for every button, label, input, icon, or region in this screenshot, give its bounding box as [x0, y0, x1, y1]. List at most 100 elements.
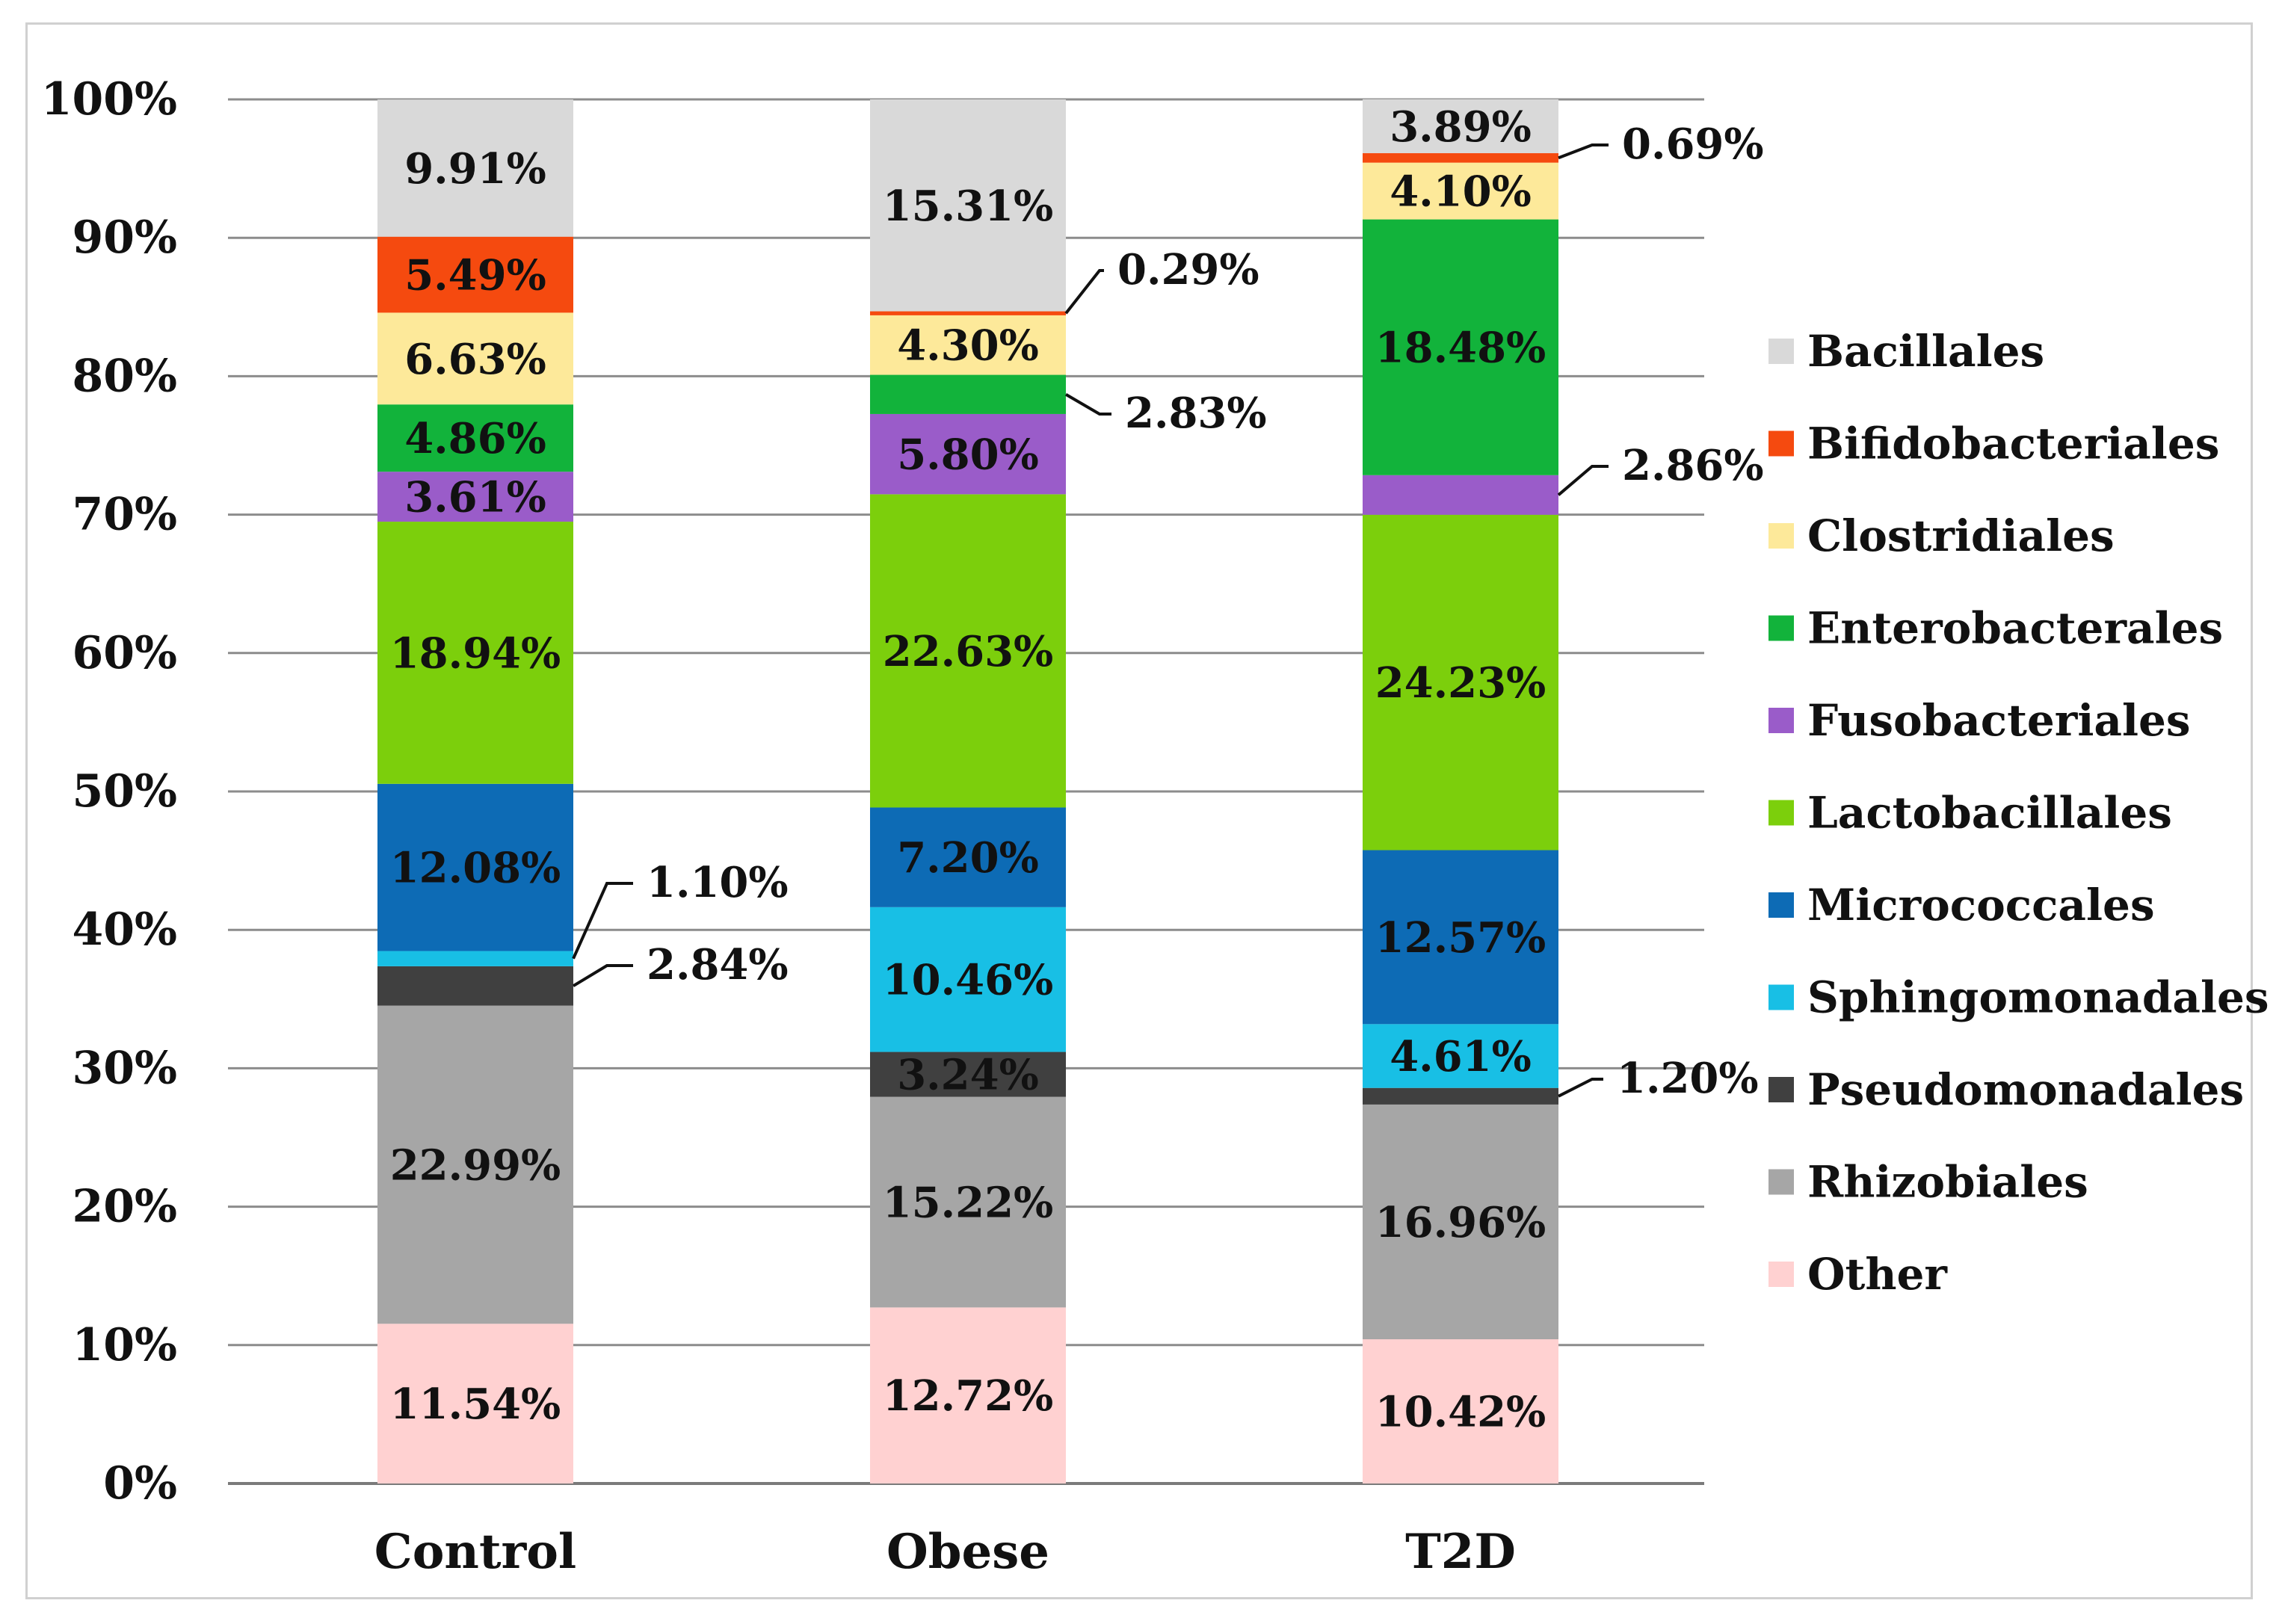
- callout-leader-line: [1064, 393, 1111, 416]
- legend-swatch-rhizobiales: [1768, 1169, 1794, 1195]
- bar-segment-other-t2d: [1363, 1339, 1558, 1483]
- y-tick-label: 30%: [72, 1042, 177, 1094]
- data-label-clostridiales-obese: 4.30%: [897, 321, 1039, 371]
- bar-segment-lactobacillales-control: [377, 522, 573, 784]
- x-tick-label-control: Control: [374, 1524, 576, 1580]
- legend-label-lactobacillales: Lactobacillales: [1807, 788, 2172, 839]
- bar-segment-clostridiales-obese: [870, 315, 1066, 375]
- legend-label-sphingomonadales: Sphingomonadales: [1807, 972, 2269, 1023]
- data-label-lactobacillales-control: 18.94%: [390, 629, 561, 678]
- callout-leader-line: [1558, 143, 1609, 160]
- bar-segment-enterobacterales-obese: [870, 374, 1066, 414]
- bar-segment-enterobacterales-control: [377, 404, 573, 472]
- data-label-fusobacteriales-t2d: 2.86%: [1622, 441, 1764, 490]
- bar-segment-fusobacteriales-obese: [870, 413, 1066, 495]
- data-label-other-control: 11.54%: [390, 1380, 561, 1429]
- callout-leader-line: [1064, 269, 1104, 315]
- bar-segment-pseudomonadales-control: [377, 966, 573, 1006]
- data-label-enterobacterales-t2d: 18.48%: [1375, 324, 1546, 373]
- data-label-pseudomonadales-control: 2.84%: [647, 940, 789, 989]
- data-label-bifidobacteriales-obese: 0.29%: [1117, 245, 1259, 294]
- callout-leader-line: [1558, 1078, 1603, 1098]
- data-label-enterobacterales-control: 4.86%: [404, 414, 546, 463]
- legend-swatch-fusobacteriales: [1768, 708, 1794, 733]
- data-label-bacillales-t2d: 3.89%: [1390, 102, 1532, 152]
- legend-swatch-enterobacterales: [1768, 615, 1794, 641]
- data-label-micrococcales-control: 12.08%: [390, 844, 561, 893]
- data-label-sphingomonadales-control: 1.10%: [647, 858, 789, 907]
- data-label-micrococcales-t2d: 12.57%: [1375, 913, 1546, 963]
- callout-leader-line: [1557, 465, 1609, 496]
- data-label-bacillales-control: 9.91%: [404, 144, 546, 194]
- bar-segment-other-control: [377, 1324, 573, 1483]
- data-label-fusobacteriales-obese: 5.80%: [897, 430, 1039, 480]
- bar-segment-bifidobacteriales-control: [377, 236, 573, 313]
- legend-label-enterobacterales: Enterobacterales: [1807, 603, 2223, 654]
- y-tick-label: 70%: [72, 489, 177, 541]
- legend-swatch-pseudomonadales: [1768, 1077, 1794, 1102]
- legend-label-micrococcales: Micrococcales: [1807, 880, 2155, 930]
- bar-segment-bifidobacteriales-t2d: [1363, 152, 1558, 163]
- data-label-pseudomonadales-t2d: 1.20%: [1617, 1054, 1759, 1103]
- legend-label-other: Other: [1807, 1249, 1948, 1300]
- bar-segment-sphingomonadales-obese: [870, 907, 1066, 1052]
- legend-label-fusobacteriales: Fusobacteriales: [1807, 695, 2191, 746]
- bar-segment-micrococcales-control: [377, 783, 573, 951]
- y-tick-label: 10%: [72, 1319, 177, 1371]
- legend-swatch-other: [1768, 1262, 1794, 1287]
- legend-label-clostridiales: Clostridiales: [1807, 510, 2115, 561]
- bar-segment-bacillales-control: [377, 99, 573, 237]
- x-tick-label-obese: Obese: [886, 1524, 1049, 1580]
- bar-segment-clostridiales-control: [377, 312, 573, 405]
- bar-segment-sphingomonadales-control: [377, 951, 573, 966]
- legend-label-bacillales: Bacillales: [1807, 326, 2044, 377]
- bar-segment-fusobacteriales-t2d: [1363, 475, 1558, 515]
- data-label-rhizobiales-t2d: 16.96%: [1375, 1198, 1546, 1247]
- data-label-rhizobiales-obese: 15.22%: [883, 1178, 1054, 1227]
- x-tick-label-t2d: T2D: [1405, 1524, 1516, 1580]
- bar-segment-micrococcales-t2d: [1363, 850, 1558, 1025]
- data-label-micrococcales-obese: 7.20%: [897, 833, 1039, 883]
- bar-segment-other-obese: [870, 1307, 1066, 1483]
- data-label-fusobacteriales-control: 3.61%: [404, 473, 546, 522]
- legend-swatch-bacillales: [1768, 339, 1794, 364]
- legend-swatch-sphingomonadales: [1768, 984, 1794, 1010]
- callout-leader-line: [572, 964, 633, 987]
- bar-segment-rhizobiales-obese: [870, 1096, 1066, 1308]
- bar-segment-sphingomonadales-t2d: [1363, 1024, 1558, 1088]
- bar-segment-rhizobiales-t2d: [1363, 1104, 1558, 1340]
- data-label-bifidobacteriales-control: 5.49%: [404, 251, 546, 300]
- bar-segment-clostridiales-t2d: [1363, 162, 1558, 220]
- bar-segment-micrococcales-obese: [870, 807, 1066, 907]
- bar-segment-lactobacillales-obese: [870, 494, 1066, 808]
- y-tick-label: 90%: [72, 212, 177, 264]
- y-tick-label: 60%: [72, 627, 177, 679]
- legend-label-pseudomonadales: Pseudomonadales: [1807, 1064, 2244, 1115]
- y-tick-label: 20%: [72, 1181, 177, 1233]
- bar-segment-enterobacterales-t2d: [1363, 219, 1558, 475]
- data-label-sphingomonadales-t2d: 4.61%: [1390, 1032, 1532, 1081]
- data-label-clostridiales-control: 6.63%: [404, 335, 546, 384]
- data-label-clostridiales-t2d: 4.10%: [1390, 167, 1532, 217]
- legend-swatch-lactobacillales: [1768, 800, 1794, 826]
- bar-segment-pseudomonadales-t2d: [1363, 1087, 1558, 1105]
- data-label-lactobacillales-obese: 22.63%: [883, 627, 1054, 676]
- data-label-sphingomonadales-obese: 10.46%: [883, 956, 1054, 1005]
- legend-swatch-clostridiales: [1768, 523, 1794, 549]
- data-label-enterobacterales-obese: 2.83%: [1125, 389, 1267, 438]
- legend-swatch-micrococcales: [1768, 892, 1794, 918]
- legend-label-bifidobacteriales: Bifidobacteriales: [1807, 419, 2219, 469]
- bar-segment-pseudomonadales-obese: [870, 1052, 1066, 1097]
- data-label-other-t2d: 10.42%: [1375, 1388, 1546, 1437]
- bar-segment-bacillales-obese: [870, 99, 1066, 312]
- data-label-rhizobiales-control: 22.99%: [390, 1140, 561, 1190]
- y-tick-label: 50%: [72, 765, 177, 818]
- y-tick-label: 0%: [103, 1457, 177, 1510]
- bar-segment-rhizobiales-control: [377, 1005, 573, 1324]
- data-label-lactobacillales-t2d: 24.23%: [1375, 658, 1546, 708]
- bar-segment-lactobacillales-t2d: [1363, 514, 1558, 850]
- data-label-bacillales-obese: 15.31%: [883, 182, 1054, 231]
- legend-swatch-bifidobacteriales: [1768, 430, 1794, 457]
- legend-label-rhizobiales: Rhizobiales: [1807, 1157, 2088, 1208]
